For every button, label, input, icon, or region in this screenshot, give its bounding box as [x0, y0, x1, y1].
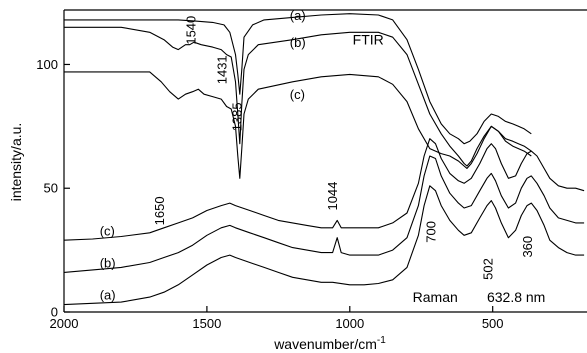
series-label: FTIR	[353, 32, 384, 48]
peak-label: 502	[481, 258, 496, 280]
peak-label: 1385	[230, 102, 245, 131]
peak-label: 700	[424, 221, 439, 243]
x-axis-title-exponent: -1	[377, 335, 386, 346]
x-tick-label: 1500	[192, 316, 221, 331]
y-tick-label: 100	[36, 57, 58, 72]
peak-label: 1650	[152, 196, 167, 225]
series-line-ftir-c	[64, 71, 532, 179]
x-axis-title-main: wavenumber/cm	[273, 336, 377, 352]
series-label: (b)	[100, 255, 116, 270]
series-label: (c)	[100, 223, 115, 238]
peak-label: 1044	[325, 182, 340, 211]
series-label: (b)	[290, 35, 306, 50]
series-label: (c)	[290, 87, 305, 102]
series-line-ftir-a	[64, 13, 532, 145]
series-label: Raman	[413, 289, 458, 305]
x-axis-title: wavenumber/cm-1	[273, 335, 386, 352]
y-tick-label: 50	[44, 181, 58, 196]
x-ticks: 2000 1500 1000 500	[50, 306, 504, 331]
series-label: 632.8 nm	[487, 289, 545, 305]
plot-frame	[63, 9, 587, 313]
y-ticks: 0 50 100	[36, 57, 70, 320]
peak-label: 1540	[183, 16, 198, 45]
x-tick-label: 2000	[50, 316, 79, 331]
peak-label: 360	[520, 236, 535, 258]
series-line-raman-a	[63, 185, 585, 306]
series-line-raman-c	[63, 138, 585, 241]
series-label: (a)	[290, 8, 306, 23]
x-tick-label: 1000	[335, 316, 364, 331]
series-line-raman-b	[63, 155, 585, 273]
y-axis-title: intensity/a.u.	[8, 123, 24, 202]
y-tick-label: 0	[51, 305, 58, 320]
annotation-layer: (a) (b) FTIR (c) (c) (b) (a) Raman 632.8 nm 1540 1…	[100, 8, 546, 305]
series-line-ftir-b	[64, 26, 532, 167]
series-layer	[63, 13, 585, 306]
peak-label: 1431	[215, 55, 230, 84]
x-tick-label: 500	[482, 316, 504, 331]
series-label: (a)	[100, 288, 116, 303]
